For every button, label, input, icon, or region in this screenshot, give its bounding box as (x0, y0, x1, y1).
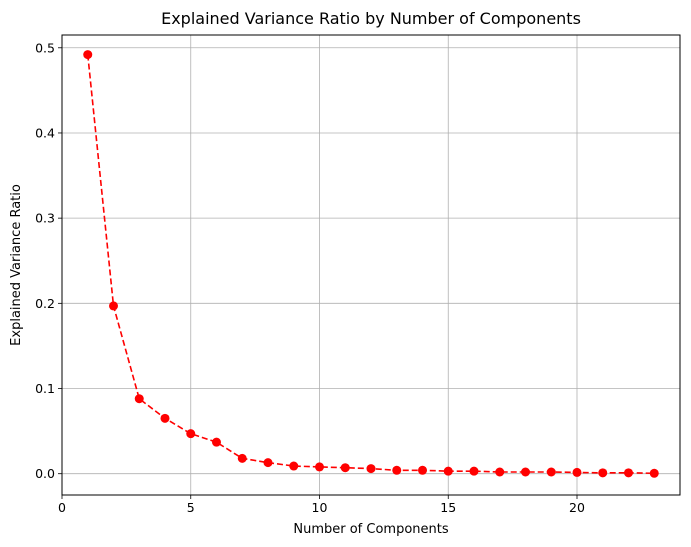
y-axis: 0.0 0.1 0.2 0.3 0.4 0.5 (35, 40, 62, 481)
data-point (572, 467, 582, 477)
y-tick-label: 0.0 (35, 466, 55, 481)
y-tick-label: 0.2 (35, 296, 55, 311)
y-tick-label: 0.3 (35, 211, 55, 226)
data-point (366, 464, 376, 474)
x-tick-label: 15 (440, 500, 456, 515)
data-point (418, 465, 427, 475)
data-point (340, 463, 350, 473)
grid (61, 35, 680, 495)
y-axis-label: Explained Variance Ratio (9, 184, 24, 346)
data-point (237, 453, 247, 463)
data-point (469, 466, 479, 476)
data-point (289, 461, 299, 471)
data-point (315, 462, 324, 472)
data-point (624, 468, 633, 478)
data-point (392, 465, 402, 475)
x-axis-label: Number of Components (293, 522, 448, 537)
data-point (598, 468, 608, 478)
x-tick-label: 0 (58, 500, 66, 515)
data-point (546, 467, 556, 477)
y-tick-label: 0.4 (35, 125, 55, 140)
data-point (649, 468, 659, 478)
plot-frame (61, 34, 681, 496)
data-point (160, 413, 170, 423)
chart-title: Explained Variance Ratio by Number of Co… (161, 9, 581, 28)
data-point (443, 466, 453, 476)
data-point (212, 437, 221, 447)
series-layer (83, 50, 659, 478)
x-axis: 0 5 10 15 20 (58, 495, 585, 515)
data-point (134, 394, 144, 404)
y-tick-label: 0.5 (35, 40, 55, 55)
data-point (263, 458, 273, 468)
x-tick-label: 5 (187, 500, 195, 515)
y-tick-label: 0.1 (35, 381, 55, 396)
data-point (521, 467, 530, 477)
x-tick-label: 10 (312, 500, 328, 515)
data-point (109, 301, 118, 311)
data-point (186, 429, 196, 439)
data-point (83, 50, 93, 60)
x-tick-label: 20 (569, 500, 585, 515)
data-point (495, 467, 505, 477)
